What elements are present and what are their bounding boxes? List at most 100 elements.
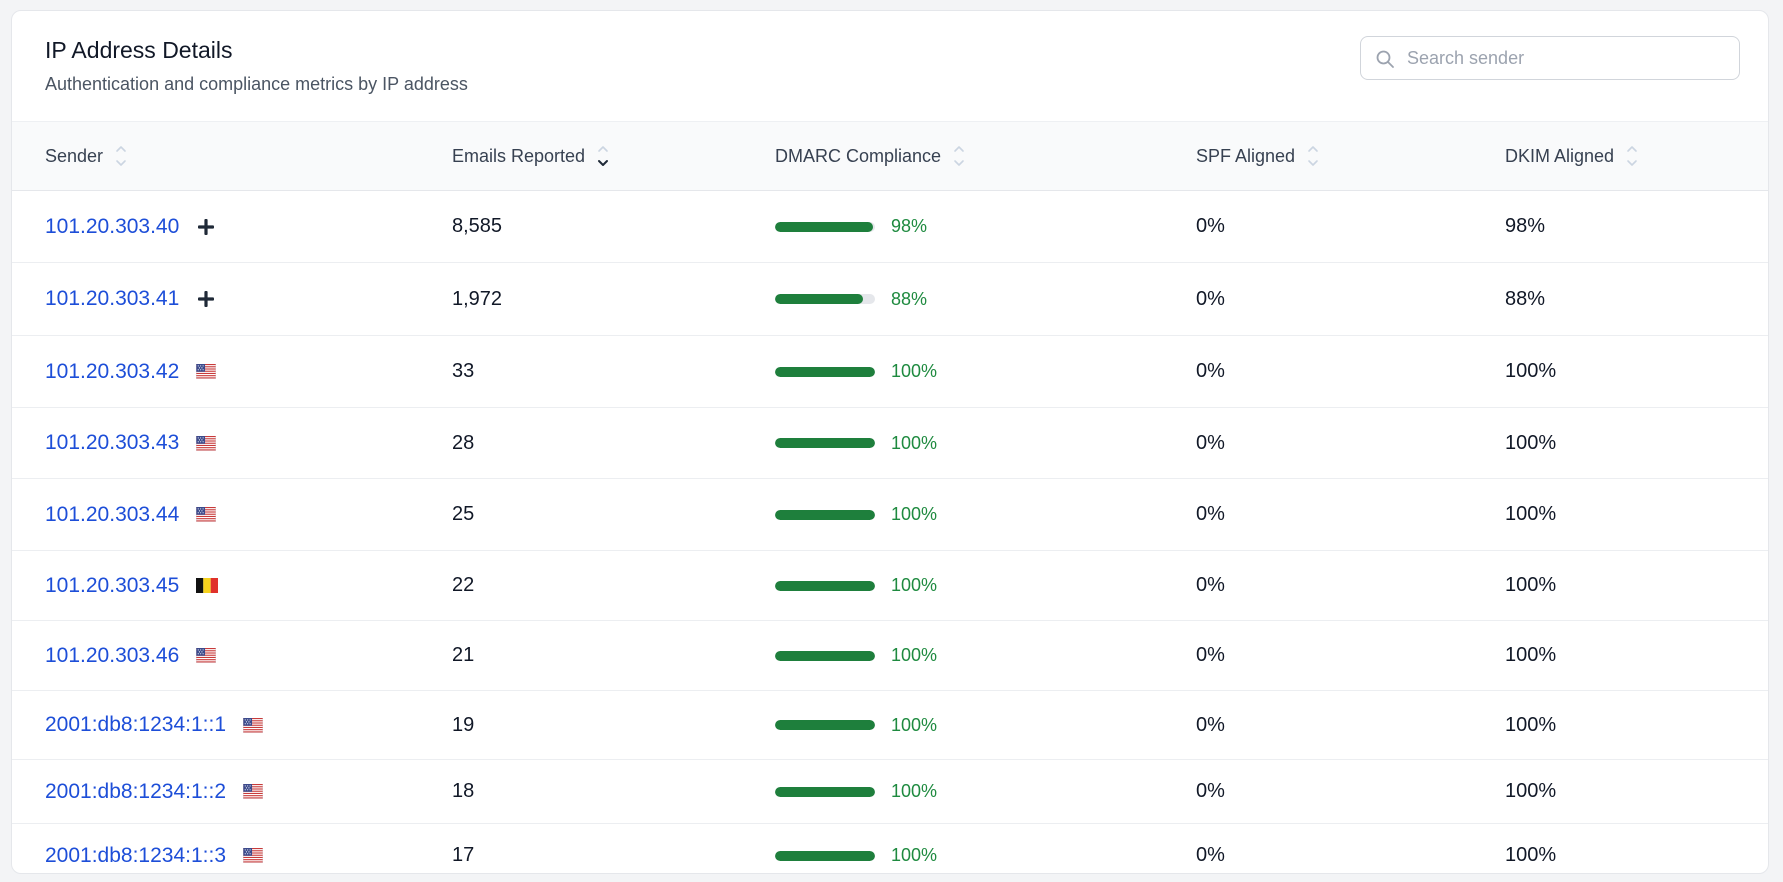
dmarc-compliance-cell: 100% [775, 824, 937, 873]
sort-icon[interactable] [1626, 142, 1638, 170]
column-header-spf-aligned[interactable]: SPF Aligned [1196, 122, 1319, 190]
sender-cell: 101.20.303.44 [45, 479, 217, 550]
compliance-percent: 100% [891, 504, 938, 524]
sender-link[interactable]: 101.20.303.44 [45, 502, 180, 526]
us-flag-icon [196, 507, 217, 522]
table-row[interactable]: 101.20.303.43 28 100% 0% 100% [12, 408, 1768, 479]
dkim-aligned-cell: 100% [1505, 360, 1557, 382]
table-row[interactable]: 101.20.303.44 25 100% 0% 100% [12, 479, 1768, 551]
spf-aligned-cell: 0% [1196, 644, 1225, 666]
sort-desc-icon[interactable] [597, 142, 609, 170]
sort-icon[interactable] [1307, 142, 1319, 170]
emails-reported-cell: 8,585 [452, 215, 503, 237]
emails-reported-cell: 19 [452, 713, 475, 736]
us-flag-icon [243, 784, 263, 799]
emails-reported-cell: 28 [452, 431, 475, 454]
dkim-aligned-cell: 100% [1505, 431, 1557, 454]
emails-reported-cell: 22 [452, 574, 475, 596]
compliance-percent: 100% [891, 575, 938, 595]
spf-aligned-cell: 0% [1196, 503, 1225, 525]
compliance-progress-bar [775, 438, 875, 448]
table-row[interactable]: 2001:db8:1234:1::2 18 100% 0% 100% [12, 760, 1768, 824]
dmarc-compliance-cell: 100% [775, 479, 937, 550]
sender-cell: 101.20.303.45 [45, 551, 219, 620]
table-row[interactable]: 101.20.303.45 22 100% 0% 100% [12, 551, 1768, 621]
column-header-label: Sender [45, 145, 104, 166]
dmarc-compliance-cell: 100% [775, 551, 937, 620]
be-flag-icon [196, 578, 219, 593]
emails-reported-cell: 1,972 [452, 287, 503, 310]
sender-cell: 101.20.303.43 [45, 408, 217, 478]
dmarc-compliance-cell: 100% [775, 336, 937, 407]
search-box[interactable] [1360, 36, 1740, 80]
sender-link[interactable]: 101.20.303.41 [45, 287, 180, 310]
dkim-aligned-cell: 98% [1505, 215, 1546, 237]
sender-link[interactable]: 101.20.303.40 [45, 214, 180, 238]
search-input[interactable] [1407, 37, 1727, 79]
sort-icon[interactable] [115, 142, 127, 170]
compliance-progress-fill [775, 850, 875, 861]
table-row[interactable]: 101.20.303.40 8,585 98% 0% 98% [12, 191, 1768, 263]
dkim-aligned-cell: 100% [1505, 713, 1557, 736]
table-row[interactable]: 2001:db8:1234:1::3 17 100% 0% 100% [12, 824, 1768, 873]
table-row[interactable]: 101.20.303.46 21 100% 0% 100% [12, 621, 1768, 691]
compliance-progress-fill [775, 221, 873, 232]
compliance-progress-bar [775, 650, 875, 661]
card-subtitle: Authentication and compliance metrics by… [45, 74, 468, 94]
sender-link[interactable]: 2001:db8:1234:1::2 [45, 779, 227, 803]
dmarc-compliance-cell: 98% [775, 191, 927, 262]
sender-cell: 101.20.303.46 [45, 621, 217, 690]
emails-reported-cell: 21 [452, 644, 475, 666]
table-row[interactable]: 101.20.303.42 33 100% 0% 100% [12, 336, 1768, 408]
card-title: IP Address Details [45, 37, 233, 63]
column-header-dmarc-compliance[interactable]: DMARC Compliance [775, 122, 965, 190]
sender-cell: 2001:db8:1234:1::2 [45, 760, 263, 823]
sender-link[interactable]: 101.20.303.46 [45, 643, 180, 667]
sender-link[interactable]: 101.20.303.42 [45, 359, 180, 383]
sender-link[interactable]: 101.20.303.43 [45, 431, 180, 454]
spf-aligned-cell: 0% [1196, 574, 1225, 596]
dmarc-compliance-cell: 100% [775, 691, 937, 759]
compliance-percent: 100% [891, 645, 938, 665]
compliance-progress-bar [775, 850, 875, 861]
compliance-progress-bar [775, 509, 875, 520]
table-body: 101.20.303.40 8,585 98% 0% 98% 101.20.303.41 1… [12, 191, 1768, 873]
sender-cell: 101.20.303.42 [45, 336, 217, 407]
dkim-aligned-cell: 100% [1505, 844, 1557, 866]
table-row[interactable]: 2001:db8:1234:1::1 19 100% 0% 100% [12, 691, 1768, 760]
emails-reported-cell: 17 [452, 844, 475, 866]
column-header-sender[interactable]: Sender [45, 122, 127, 190]
spf-aligned-cell: 0% [1196, 287, 1225, 310]
compliance-progress-bar [775, 221, 875, 232]
sender-link[interactable]: 2001:db8:1234:1::1 [45, 713, 227, 736]
column-header-dkim-aligned[interactable]: DKIM Aligned [1505, 122, 1638, 190]
spf-aligned-cell: 0% [1196, 431, 1225, 454]
sort-icon[interactable] [953, 142, 965, 170]
plus-icon [196, 289, 216, 309]
table-header: Sender Emails Reported DMARC Compliance SPF… [12, 121, 1768, 191]
compliance-progress-fill [775, 438, 875, 448]
emails-reported-cell: 18 [452, 780, 475, 802]
search-icon [1376, 50, 1394, 68]
compliance-progress-fill [775, 580, 875, 591]
spf-aligned-cell: 0% [1196, 713, 1225, 736]
compliance-progress-fill [775, 294, 863, 304]
us-flag-icon [196, 435, 217, 451]
dkim-aligned-cell: 88% [1505, 287, 1546, 310]
spf-aligned-cell: 0% [1196, 215, 1225, 237]
compliance-percent: 98% [891, 216, 928, 236]
card-header: IP Address Details Authentication and co… [12, 11, 1768, 121]
column-header-emails-reported[interactable]: Emails Reported [452, 122, 609, 190]
plus-icon [196, 217, 216, 237]
sender-link[interactable]: 2001:db8:1234:1::3 [45, 843, 227, 867]
us-flag-icon [243, 717, 263, 733]
us-flag-icon [243, 848, 263, 863]
table-row[interactable]: 101.20.303.41 1,972 88% 0% 88% [12, 263, 1768, 336]
sender-link[interactable]: 101.20.303.45 [45, 573, 180, 597]
sender-cell: 101.20.303.41 [45, 263, 216, 335]
sender-cell: 2001:db8:1234:1::1 [45, 691, 263, 759]
dkim-aligned-cell: 100% [1505, 644, 1557, 666]
dmarc-compliance-cell: 100% [775, 621, 937, 690]
compliance-progress-fill [775, 366, 875, 377]
sender-cell: 101.20.303.40 [45, 191, 216, 262]
